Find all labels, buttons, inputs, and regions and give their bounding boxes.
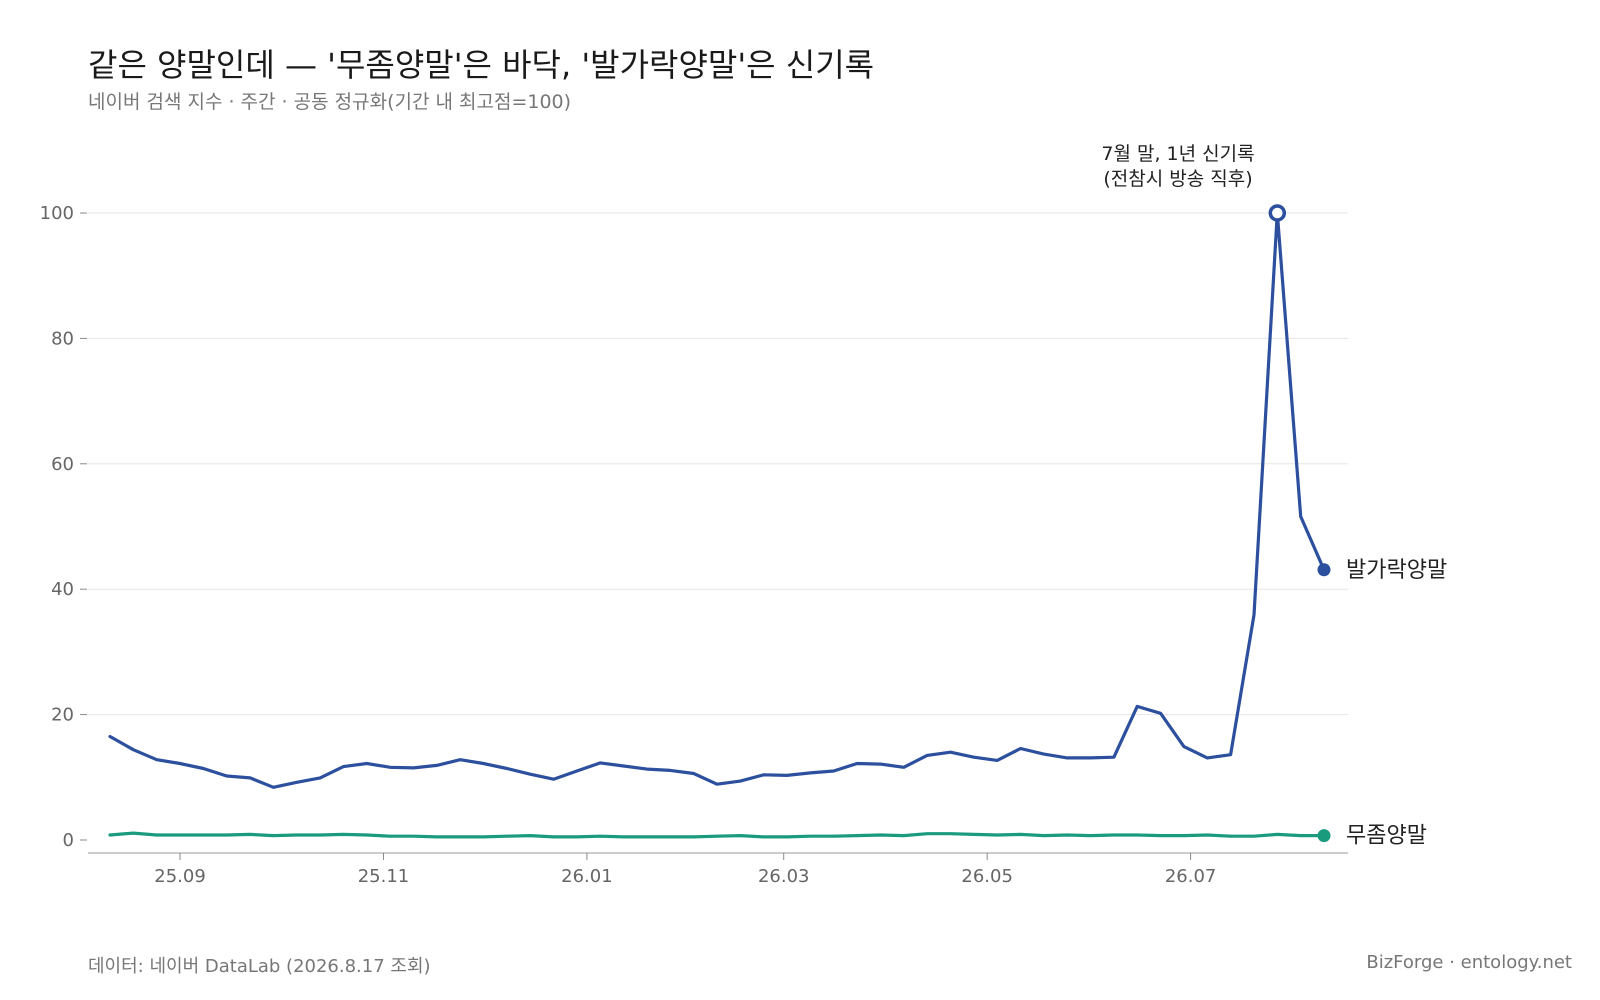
x-tick-label: 26.01 <box>561 866 613 887</box>
x-tick-label: 25.09 <box>154 866 206 887</box>
peak-annotation-line: 7월 말, 1년 신기록 <box>1101 143 1254 165</box>
y-tick-label: 0 <box>63 830 74 851</box>
series-end-marker-2 <box>1317 829 1331 843</box>
x-axis: 25.09 25.11 26.01 26.03 26.05 26.07 <box>88 852 1348 887</box>
series-markers <box>1268 204 1331 843</box>
y-tick-label: 80 <box>51 328 74 349</box>
series-end-marker-1 <box>1317 563 1331 577</box>
y-tick-label: 40 <box>51 579 74 600</box>
grid-lines <box>88 212 1348 716</box>
y-tick-label: 100 <box>40 203 74 224</box>
x-tick-label: 26.05 <box>961 866 1013 887</box>
y-tick-label: 20 <box>51 705 74 726</box>
peak-marker <box>1268 204 1287 222</box>
data-source-note: 데이터: 네이버 DataLab (2026.8.17 조회) <box>88 956 431 977</box>
chart-title: 같은 양말인데 — '무좀양말'은 바닥, '발가락양말'은 신기록 <box>88 46 875 84</box>
series-line-1 <box>108 211 1326 789</box>
y-tick-label: 60 <box>51 454 74 475</box>
y-axis: 0 20 40 60 80 100 <box>40 203 87 851</box>
series-line-2 <box>108 831 1326 839</box>
x-tick-label: 26.03 <box>758 866 810 887</box>
x-tick-label: 25.11 <box>358 866 410 887</box>
peak-annotation-line: (전참시 방송 직후) <box>1103 168 1252 190</box>
chart-subtitle: 네이버 검색 지수 · 주간 · 공동 정규화(기간 내 최고점=100) <box>88 91 572 113</box>
series-label-1: 발가락양말 <box>1346 558 1447 583</box>
credit-note: BizForge · entology.net <box>1366 952 1572 973</box>
series-lines <box>108 211 1326 839</box>
x-tick-label: 26.07 <box>1165 866 1217 887</box>
series-label-2: 무좀양말 <box>1346 824 1427 849</box>
